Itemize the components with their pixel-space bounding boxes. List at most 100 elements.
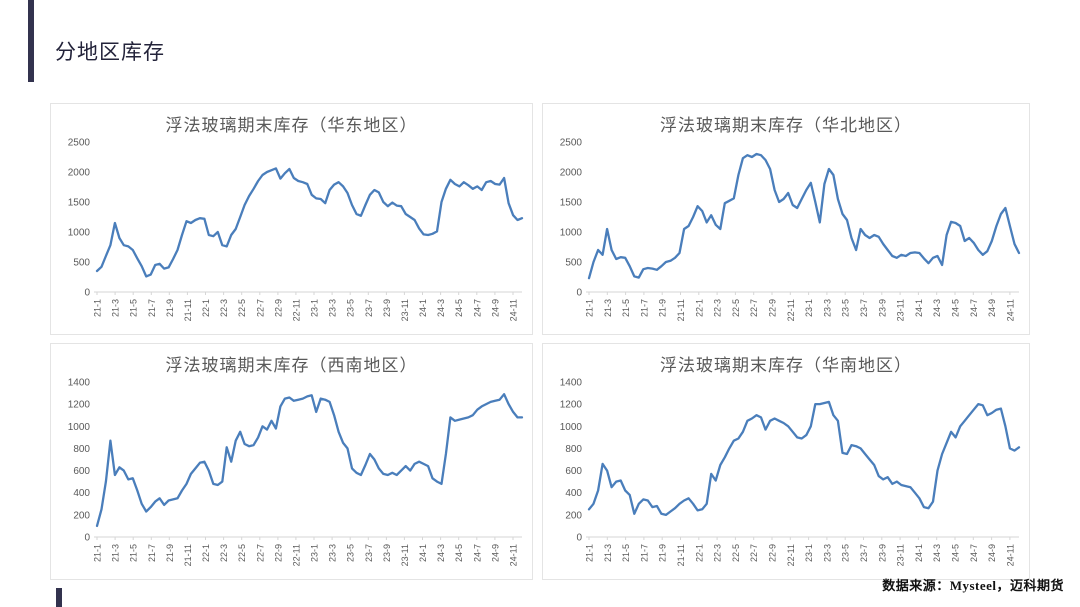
svg-text:23-5: 23-5: [346, 544, 356, 562]
svg-text:21-11: 21-11: [183, 544, 193, 566]
svg-text:1400: 1400: [68, 378, 91, 389]
svg-text:24-1: 24-1: [914, 299, 924, 317]
chart-canvas: 0 200 400 600 800 1000 1200 1400 21-1 21-3 21-5 21-…: [560, 378, 1021, 566]
svg-text:200: 200: [565, 510, 582, 521]
svg-text:600: 600: [73, 466, 90, 477]
svg-text:23-11: 23-11: [400, 299, 410, 321]
svg-text:21-11: 21-11: [676, 544, 686, 566]
svg-text:22-7: 22-7: [749, 544, 759, 562]
svg-text:1000: 1000: [68, 228, 91, 239]
chart-canvas: 0 200 400 600 800 1000 1200 1400 21-1 21-3 21-5 21-…: [68, 378, 524, 566]
svg-text:23-1: 23-1: [310, 299, 320, 317]
svg-text:2000: 2000: [560, 168, 583, 179]
svg-text:24-7: 24-7: [969, 299, 979, 317]
svg-text:22-9: 22-9: [768, 544, 778, 562]
svg-text:24-7: 24-7: [472, 544, 482, 562]
svg-text:21-7: 21-7: [147, 299, 157, 317]
svg-text:400: 400: [565, 488, 582, 499]
svg-text:21-9: 21-9: [165, 544, 175, 562]
svg-text:22-11: 22-11: [291, 544, 301, 566]
svg-text:500: 500: [73, 258, 90, 269]
svg-text:24-3: 24-3: [436, 544, 446, 562]
svg-text:21-5: 21-5: [621, 544, 631, 562]
chart-canvas: 0 500 1000 1500 2000 2500 21-1 21-3 21-5 21-7 21-9…: [560, 138, 1021, 321]
svg-text:24-7: 24-7: [472, 299, 482, 317]
svg-text:23-9: 23-9: [382, 299, 392, 317]
svg-text:22-3: 22-3: [713, 299, 723, 317]
svg-text:23-11: 23-11: [400, 544, 410, 566]
svg-text:22-1: 22-1: [201, 299, 211, 317]
svg-text:22-1: 22-1: [694, 299, 704, 317]
svg-text:23-5: 23-5: [841, 299, 851, 317]
svg-text:23-3: 23-3: [822, 299, 832, 317]
chart-title: 浮法玻璃期末库存（华北地区）: [660, 116, 912, 135]
svg-text:24-9: 24-9: [987, 544, 997, 562]
svg-text:23-1: 23-1: [310, 544, 320, 562]
svg-text:23-11: 23-11: [896, 299, 906, 321]
svg-text:21-11: 21-11: [183, 299, 193, 321]
svg-text:400: 400: [73, 488, 90, 499]
svg-text:0: 0: [576, 288, 582, 299]
svg-text:21-1: 21-1: [585, 299, 595, 317]
svg-text:21-9: 21-9: [165, 299, 175, 317]
svg-text:24-9: 24-9: [490, 544, 500, 562]
svg-text:24-7: 24-7: [969, 544, 979, 562]
svg-text:24-1: 24-1: [914, 544, 924, 562]
chart-panel-southwest: 浮法玻璃期末库存（西南地区） 0 200 400 600 800 1000 1200 1400…: [50, 343, 533, 580]
svg-text:22-7: 22-7: [255, 544, 265, 562]
svg-text:23-9: 23-9: [877, 544, 887, 562]
svg-text:21-5: 21-5: [129, 544, 139, 562]
svg-text:22-5: 22-5: [731, 544, 741, 562]
svg-text:24-3: 24-3: [932, 544, 942, 562]
svg-text:23-3: 23-3: [328, 299, 338, 317]
svg-text:1200: 1200: [560, 400, 583, 411]
svg-text:21-7: 21-7: [639, 544, 649, 562]
svg-text:1500: 1500: [68, 198, 91, 209]
chart-panel-east-china: 浮法玻璃期末库存（华东地区） 0 500 1000 1500 2000 2500 21-1 2…: [50, 103, 533, 335]
svg-text:23-9: 23-9: [382, 544, 392, 562]
svg-text:0: 0: [84, 533, 90, 544]
svg-text:21-1: 21-1: [93, 299, 103, 317]
svg-text:22-11: 22-11: [786, 299, 796, 321]
svg-text:23-5: 23-5: [841, 544, 851, 562]
svg-text:22-3: 22-3: [713, 544, 723, 562]
svg-text:22-3: 22-3: [219, 544, 229, 562]
chart-canvas: 0 500 1000 1500 2000 2500 21-1 21-3 21-5 21-7 21-9…: [68, 138, 524, 321]
svg-text:600: 600: [565, 466, 582, 477]
svg-text:24-5: 24-5: [454, 544, 464, 562]
svg-text:22-7: 22-7: [255, 299, 265, 317]
chart-title: 浮法玻璃期末库存（西南地区）: [165, 356, 418, 375]
svg-text:1000: 1000: [560, 228, 583, 239]
svg-text:1200: 1200: [68, 400, 91, 411]
svg-text:1500: 1500: [560, 198, 583, 209]
svg-text:22-5: 22-5: [731, 299, 741, 317]
svg-text:21-5: 21-5: [621, 299, 631, 317]
footer-accent-bar: [56, 588, 62, 607]
svg-text:21-3: 21-3: [111, 299, 121, 317]
svg-text:23-3: 23-3: [328, 544, 338, 562]
svg-text:24-5: 24-5: [454, 299, 464, 317]
svg-text:21-1: 21-1: [585, 544, 595, 562]
svg-text:22-9: 22-9: [273, 544, 283, 562]
chart-title: 浮法玻璃期末库存（华南地区）: [660, 356, 912, 375]
svg-text:23-3: 23-3: [822, 544, 832, 562]
svg-text:24-11: 24-11: [1005, 299, 1015, 321]
svg-text:24-1: 24-1: [418, 299, 428, 317]
svg-text:23-7: 23-7: [859, 299, 869, 317]
svg-text:21-9: 21-9: [658, 299, 668, 317]
svg-text:500: 500: [565, 258, 582, 269]
svg-text:21-3: 21-3: [603, 299, 613, 317]
svg-text:23-5: 23-5: [346, 299, 356, 317]
svg-text:21-7: 21-7: [147, 544, 157, 562]
svg-text:22-9: 22-9: [273, 299, 283, 317]
svg-text:0: 0: [84, 288, 90, 299]
svg-text:24-5: 24-5: [951, 299, 961, 317]
svg-text:0: 0: [576, 533, 582, 544]
svg-text:24-11: 24-11: [1005, 544, 1015, 566]
chart-title: 浮法玻璃期末库存（华东地区）: [165, 116, 418, 135]
svg-text:21-3: 21-3: [603, 544, 613, 562]
svg-text:24-3: 24-3: [436, 299, 446, 317]
svg-text:24-9: 24-9: [490, 299, 500, 317]
svg-text:23-1: 23-1: [804, 299, 814, 317]
svg-text:800: 800: [565, 444, 582, 455]
